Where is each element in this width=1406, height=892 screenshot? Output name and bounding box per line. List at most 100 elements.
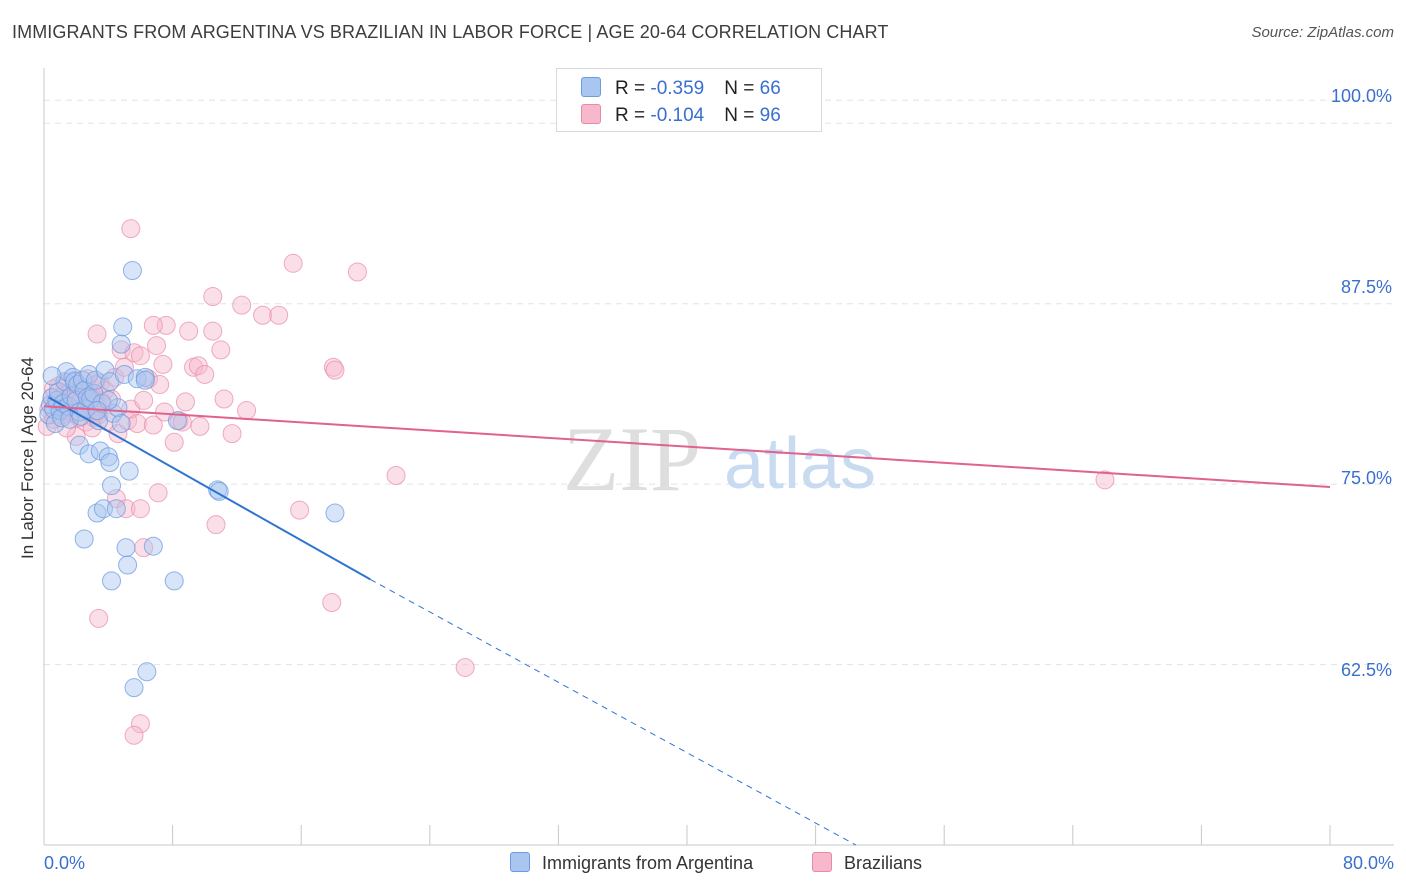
brazilians-point [164,432,184,452]
argentina-trend-line [48,396,371,581]
argentina-point [74,529,94,549]
brazilians-point [87,324,107,344]
brazilians-point [153,354,173,374]
legend-r-value: -0.359 [650,78,705,99]
watermark-atlas: atlas [724,424,876,504]
brazilians-point [130,714,150,734]
brazilians-point [386,465,406,485]
x-tick-label-min: 0.0% [44,853,86,873]
legend-r-label: R = [615,105,651,126]
argentina-point [127,369,147,389]
brazilians-point [253,305,273,325]
brazilians-point [138,369,158,389]
argentina-point [111,334,131,354]
brazilians-point [114,357,134,377]
argentina-point [106,499,126,519]
argentina-point [135,370,155,390]
stats-legend: R = -0.359 N = 66 R = -0.104 N = 96 [556,68,822,132]
brazilians-point [322,593,342,613]
legend-swatch-brazilians [581,104,601,124]
brazilians-point [347,262,367,282]
argentina-point [108,398,128,418]
argentina-point [124,678,144,698]
argentina-point [52,408,72,428]
brazilians-point [237,401,257,421]
brazilians-point [290,500,310,520]
series-brazilians [37,219,1115,745]
brazilians-point [130,346,150,366]
brazilians-point [206,515,226,535]
argentina-point [85,370,105,390]
brazilians-point [124,725,144,745]
argentina-point [164,571,184,591]
brazilians-point [179,321,199,341]
argentina-point [325,503,345,523]
brazilians-point [325,360,345,380]
brazilians-point [147,336,167,356]
brazilians-point [214,389,234,409]
brazilians-point [195,364,215,384]
x-tick-label-max: 80.0% [1342,853,1394,873]
brazilians-point [130,499,150,519]
legend-swatch-brazilians [812,852,832,872]
legend-n-value: 96 [759,105,781,126]
legend-n-label: N = [724,105,760,126]
argentina-point [116,538,136,558]
brazilians-point [203,321,223,341]
brazilians-trend-line [43,405,1331,489]
watermark-zip: ZIP [563,408,701,510]
brazilians-point [89,608,109,628]
brazilians-point [232,295,252,315]
brazilians-point [211,340,231,360]
watermark: ZIP atlas [563,408,876,510]
legend-n-label: N = [724,78,760,99]
argentina-point [95,360,115,380]
argentina-point [111,414,131,434]
source-label: Source: ZipAtlas.com [1251,24,1394,41]
argentina-point [114,364,134,384]
argentina-point [102,476,122,496]
brazilians-point [203,287,223,307]
legend-label-argentina: Immigrants from Argentina [542,853,754,873]
brazilians-point [455,657,475,677]
argentina-point [122,261,142,281]
argentina-point [42,366,62,386]
legend-label-brazilians: Brazilians [844,853,923,873]
y-tick-label-87-5: 87.5% [1340,277,1392,297]
y-tick-label-62-5: 62.5% [1340,660,1392,680]
y-tick-label-75: 75.0% [1340,468,1392,488]
brazilians-point [175,392,195,412]
y-tick-label-100: 100.0% [1330,86,1392,106]
axes [43,68,1394,846]
legend-swatch-argentina [510,852,530,872]
legend-item-brazilians[interactable]: Brazilians [812,852,922,874]
brazilians-point [127,414,147,434]
argentina-point [119,461,139,481]
brazilians-point [283,253,303,273]
legend-n-value: 66 [759,78,781,99]
argentina-point [100,453,120,472]
chart-title: IMMIGRANTS FROM ARGENTINA VS BRAZILIAN I… [12,22,889,42]
brazilians-point [269,305,289,325]
gridlines [44,99,1394,666]
brazilians-point [323,357,343,377]
argentina-point [167,411,187,431]
brazilians-point [1095,470,1115,490]
argentina-point [79,444,99,464]
legend-swatch-argentina [581,77,601,97]
argentina-point [137,662,157,682]
argentina-trend-extension [370,578,857,846]
argentina-point [118,555,138,575]
argentina-point [113,317,133,337]
brazilians-point [106,489,126,509]
brazilians-point [143,315,163,335]
argentina-point [102,571,122,591]
brazilians-point [148,483,168,503]
brazilians-point [121,219,141,239]
brazilians-point [222,424,242,444]
trend-lines [43,396,1331,846]
brazilians-point [116,499,136,519]
legend-item-argentina[interactable]: Immigrants from Argentina [510,852,753,874]
legend-row-brazilians: R = -0.104 N = 96 [581,104,781,127]
